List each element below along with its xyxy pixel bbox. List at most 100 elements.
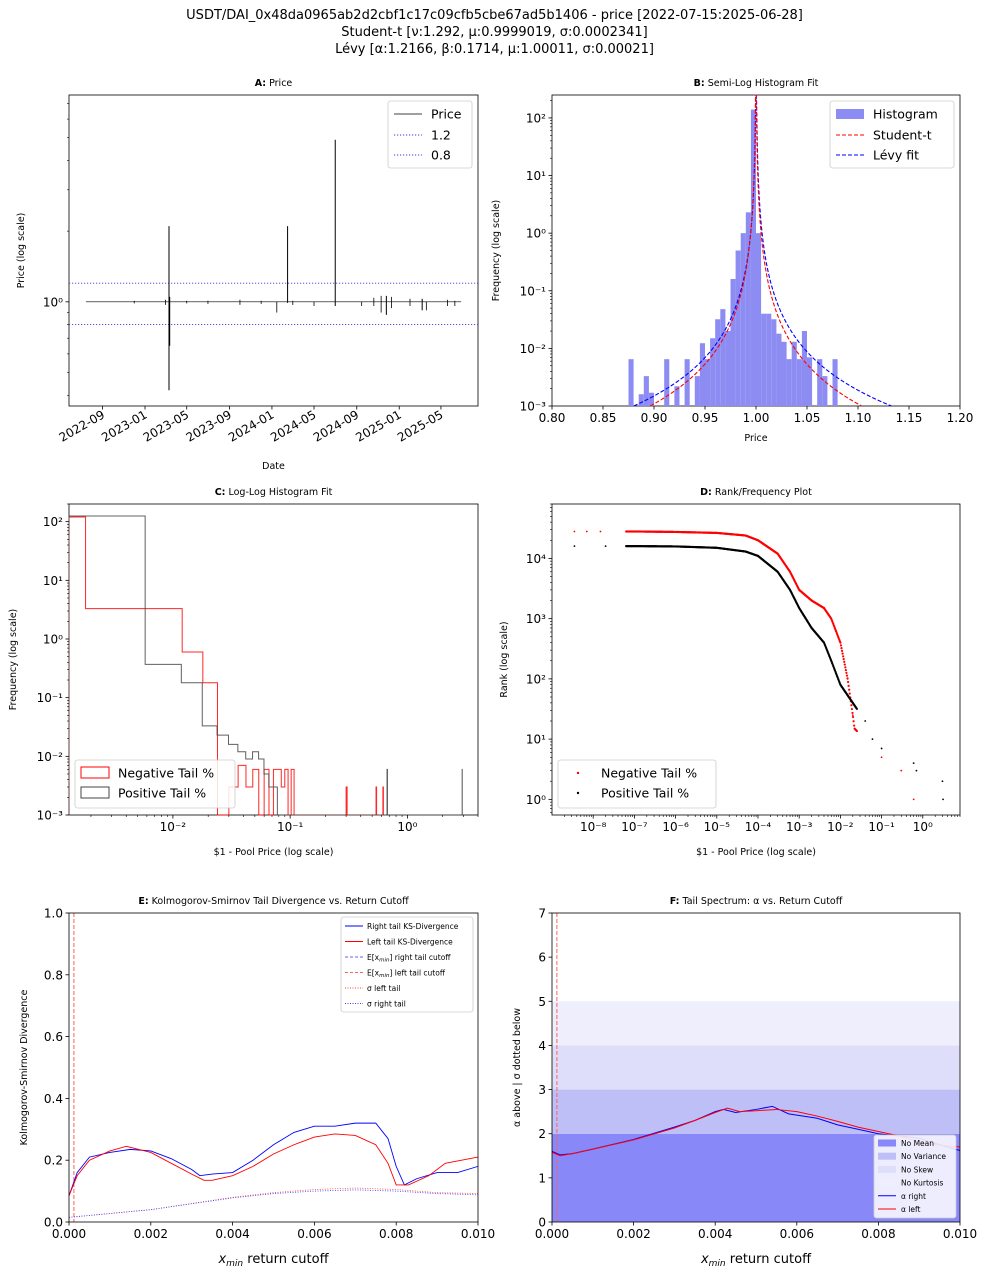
legend-label: Right tail KS-Divergence [367, 922, 459, 931]
x-axis-label: Price [744, 433, 767, 444]
legend-label-sub: min [379, 958, 390, 964]
x-axis-label-base: x [217, 1252, 226, 1267]
y-tick-label: 10⁰ [526, 227, 546, 241]
axes-frame [551, 912, 961, 1223]
histogram-bar [710, 338, 716, 406]
legend-frame [557, 759, 717, 809]
legend-label: No Kurtosis [901, 1179, 943, 1188]
histogram-bar [725, 331, 731, 406]
rank-point [844, 666, 847, 669]
x-axis-label-sub: min [709, 1259, 726, 1269]
panel-letter: A: [255, 78, 266, 89]
x-tick-label: 10⁻¹ [277, 820, 304, 834]
x-tick-label: 2024-01 [226, 407, 276, 444]
legend-frame [387, 100, 473, 169]
rank-point [942, 798, 944, 801]
histogram-bar [684, 359, 690, 406]
rank-point [846, 680, 850, 684]
legend-label-sub: min [379, 973, 390, 979]
histogram-bar [745, 212, 751, 406]
histogram-bar [781, 341, 787, 406]
x-tick-label: 1.15 [896, 411, 923, 425]
histogram-bar [771, 319, 777, 406]
x-tick-label: 0.008 [861, 1227, 895, 1241]
x-tick-label: 2022-09 [57, 407, 107, 444]
legend-label-post: ] right tail cutoff [389, 953, 451, 962]
x-tick-label: 10⁰ [397, 820, 417, 834]
x-tick-label: 10⁻² [160, 820, 187, 834]
band-no-variance [552, 1089, 960, 1134]
panel-title-text: Price [266, 78, 292, 89]
x-tick-label: 0.80 [539, 411, 566, 425]
y-tick-label: 2 [538, 1127, 546, 1141]
panel-letter: D: [700, 487, 712, 498]
x-tick-label: 2023-01 [99, 407, 149, 444]
x-tick-label: 1.00 [743, 411, 770, 425]
y-axis-label: Frequency (log scale) [491, 200, 502, 302]
y-tick-label: 10⁻¹ [37, 691, 64, 705]
legend-label: No Variance [901, 1152, 946, 1161]
histogram-bar [786, 359, 792, 406]
panel-letter: F: [670, 896, 680, 907]
figure-title-line-1: USDT/DAI_0x48da0965ab2d2cbf1c17c09cfb5cb… [186, 8, 803, 23]
x-axis-label: $1 - Pool Price (log scale) [696, 847, 816, 858]
series--left-tail [68, 1187, 479, 1218]
rank-point [853, 724, 856, 727]
x-tick-label: 0.006 [780, 1227, 814, 1241]
legend-label: σ left tail [367, 984, 400, 993]
rank-point [839, 644, 843, 647]
x-axis-label: $1 - Pool Price (log scale) [214, 847, 334, 858]
legend-label: Lévy fit [873, 148, 919, 163]
negative-tail-points [573, 530, 915, 801]
histogram-bar [735, 250, 741, 406]
y-axis-label: Price (log scale) [16, 213, 27, 289]
x-tick-label: 10⁻³ [786, 820, 813, 834]
panel-d-rank-frequency: D: Rank/Frequency Plot 10⁻⁸ 10⁻⁷ 10⁻⁶ 10⁻⁵ 10… [499, 487, 961, 858]
legend-label: Student-t [873, 128, 932, 143]
student-t-curve [650, 94, 862, 407]
rank-point [851, 714, 854, 717]
x-axis-label: xmin return cutoff [700, 1252, 812, 1269]
histogram-bar [791, 341, 797, 406]
panel-title-text: Semi-Log Histogram Fit [705, 78, 819, 89]
series--right-tail [68, 1189, 479, 1218]
rank-point [880, 747, 883, 750]
rank-point [599, 530, 602, 533]
legend-label: Left tail KS-Divergence [367, 938, 453, 947]
legend-swatch [80, 766, 110, 779]
y-tick-label: 10⁻² [520, 342, 547, 356]
x-tick-label: 0.000 [535, 1227, 569, 1241]
legend-swatch [878, 1165, 896, 1173]
rank-point [912, 762, 915, 764]
legend-label: Histogram [873, 107, 938, 122]
x-tick-label: 0.002 [616, 1227, 650, 1241]
legend-label: Negative Tail % [601, 766, 697, 781]
y-tick-label: 5 [538, 995, 546, 1009]
y-tick-label: 10¹ [526, 169, 546, 183]
histogram-bar [628, 359, 634, 406]
x-tick-label: 2025-01 [353, 407, 403, 444]
panel-f-tail-spectrum: F: Tail Spectrum: α vs. Return Cutoff 0.0… [512, 896, 977, 1269]
legend-label: 1.2 [431, 128, 451, 143]
rank-point [855, 707, 858, 710]
rank-point [845, 674, 849, 677]
histogram-bar [664, 359, 670, 406]
rank-point [845, 671, 848, 674]
panel-letter: B: [694, 78, 705, 89]
rank-point [844, 668, 847, 672]
x-tick-label: 10⁻⁶ [662, 820, 689, 834]
series-left-tail-ks-divergence [68, 1133, 479, 1196]
y-tick-label: 10⁻³ [37, 809, 64, 823]
x-tick-label: 0.002 [134, 1227, 168, 1241]
panel-e-ks-divergence: E: Kolmogorov-Smirnov Tail Divergence vs… [19, 896, 495, 1269]
legend-label: E[xmin] left tail cutoff [367, 969, 446, 980]
rank-point [842, 657, 845, 661]
y-tick-label: 10¹ [526, 733, 546, 747]
rank-point [880, 756, 883, 759]
panel-title: A: Price [255, 78, 293, 89]
x-tick-label: 0.010 [461, 1227, 495, 1241]
rank-point [855, 729, 858, 733]
legend-swatch-histogram [836, 109, 864, 119]
panel-b-semilog-histogram: B: Semi-Log Histogram Fit 0.80 0.85 0.90 0.9… [491, 78, 973, 444]
